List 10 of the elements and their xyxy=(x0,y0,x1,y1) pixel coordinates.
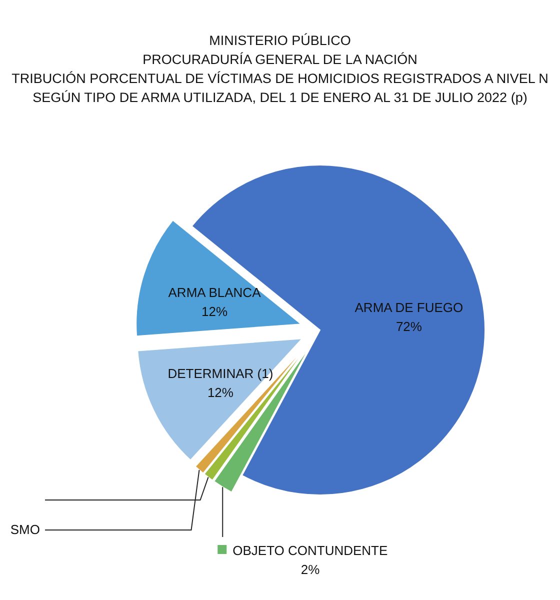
data-label: 12% xyxy=(207,385,234,400)
chart-title: MINISTERIO PÚBLICO PROCURADURÍA GENERAL DE LA NACIÓN TRIBUCIÓN PORCENTUAL DE VÍCTIMAS DE HOMICIDIOS REGISTRADOS A NIVEL N SEGÚN TIPO DE ARMA UTILIZADA, DEL 1 DE ENERO AL 31 DE JULIO 2022 (p) xyxy=(12,33,548,105)
slice-label: DETERMINAR (1) xyxy=(168,366,274,382)
data-label: 2% xyxy=(300,562,320,577)
legend-label: OBJETO CONTUNDENTE xyxy=(232,543,388,558)
slice-label: ARMA DE FUEGO xyxy=(354,300,464,316)
data-label: 72% xyxy=(396,319,422,334)
slice-label: ARMA BLANCA xyxy=(168,284,262,300)
data-label: 12% xyxy=(201,304,228,319)
slice-label: SMO xyxy=(10,522,40,537)
